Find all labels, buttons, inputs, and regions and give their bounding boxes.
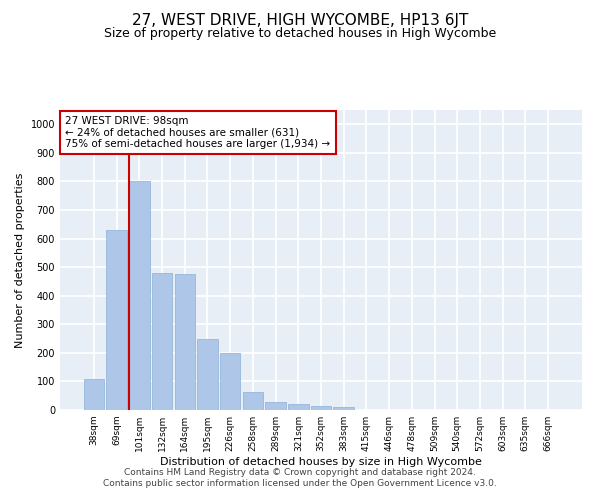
Bar [311,406,331,410]
Bar [220,353,241,410]
Bar [175,274,195,410]
Text: Size of property relative to detached houses in High Wycombe: Size of property relative to detached ho… [104,28,496,40]
Bar [152,273,172,410]
Bar [84,378,104,410]
Bar [265,402,286,410]
Bar [242,392,263,410]
Bar [288,404,308,410]
Bar [197,338,218,410]
Text: 27, WEST DRIVE, HIGH WYCOMBE, HP13 6JT: 27, WEST DRIVE, HIGH WYCOMBE, HP13 6JT [132,12,468,28]
Bar [106,230,127,410]
Text: 27 WEST DRIVE: 98sqm
← 24% of detached houses are smaller (631)
75% of semi-deta: 27 WEST DRIVE: 98sqm ← 24% of detached h… [65,116,331,149]
Y-axis label: Number of detached properties: Number of detached properties [15,172,25,348]
Bar [129,182,149,410]
X-axis label: Distribution of detached houses by size in High Wycombe: Distribution of detached houses by size … [160,457,482,467]
Bar [334,407,354,410]
Text: Contains HM Land Registry data © Crown copyright and database right 2024.
Contai: Contains HM Land Registry data © Crown c… [103,468,497,487]
